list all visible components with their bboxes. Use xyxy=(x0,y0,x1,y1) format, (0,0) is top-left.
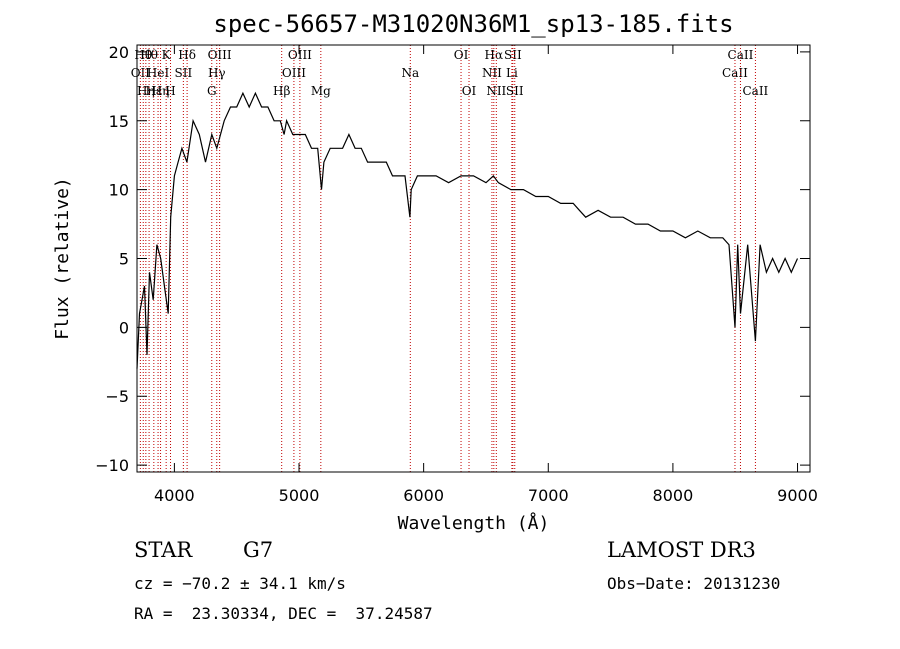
x-tick-label: 7000 xyxy=(528,486,569,505)
observation-date: Obs−Date: 20131230 xyxy=(607,574,781,593)
x-tick-label: 6000 xyxy=(403,486,444,505)
line-marker-label: OI xyxy=(462,84,477,98)
line-marker-label: CaII xyxy=(722,66,748,80)
line-marker-label: G xyxy=(207,84,217,98)
line-marker-label: Hη xyxy=(152,84,170,98)
line-marker-label: Mg xyxy=(311,84,331,98)
x-tick-label: 9000 xyxy=(777,486,818,505)
y-tick-label: 15 xyxy=(109,112,129,131)
y-tick-label: 5 xyxy=(119,250,129,269)
line-marker-label: SII xyxy=(506,84,524,98)
line-marker-label: CaII xyxy=(742,84,768,98)
plot-frame xyxy=(136,44,811,473)
line-marker-label: NII xyxy=(486,84,506,98)
y-tick-label: 10 xyxy=(109,181,129,200)
x-axis-label: Wavelength (Å) xyxy=(398,512,550,534)
line-marker-label: Na xyxy=(401,66,419,80)
line-marker-label: OIII xyxy=(282,66,306,80)
line-marker-label: K xyxy=(162,48,172,62)
coordinates: RA = 23.30334, DEC = 37.24587 xyxy=(134,604,433,623)
line-marker-label: Hη xyxy=(137,84,155,98)
y-tick-label: −10 xyxy=(95,456,129,475)
line-marker-label: OIII xyxy=(288,48,312,62)
survey-name: LAMOST DR3 xyxy=(607,538,756,562)
y-tick-label: 0 xyxy=(119,318,129,337)
line-marker-label: Hθ xyxy=(140,48,158,62)
y-tick-label: −5 xyxy=(105,387,129,406)
line-marker-label: Hβ xyxy=(273,84,290,98)
object-subclass: G7 xyxy=(243,538,274,562)
line-marker-label: HeI xyxy=(147,66,170,80)
line-marker-label: OIII xyxy=(208,48,232,62)
object-class: STAR xyxy=(134,538,193,562)
line-marker-label: H xyxy=(165,84,175,98)
line-marker-label: Hδ xyxy=(178,48,196,62)
line-marker-label: OI xyxy=(454,48,469,62)
chart-title: spec-56657-M31020N36M1_sp13-185.fits xyxy=(213,10,733,38)
y-tick-label: 20 xyxy=(109,43,129,62)
line-marker-label: Hγ xyxy=(208,66,226,80)
line-marker-label: SII xyxy=(504,48,522,62)
line-marker-label: CaII xyxy=(728,48,754,62)
x-tick-label: 5000 xyxy=(279,486,320,505)
x-tick-label: 8000 xyxy=(653,486,694,505)
line-marker-label: SII xyxy=(175,66,193,80)
line-marker-label: Li xyxy=(506,66,518,80)
flux-series xyxy=(136,91,799,369)
x-tick-label: 4000 xyxy=(154,486,195,505)
line-marker-label: Hα xyxy=(485,48,504,62)
redshift-cz: cz = −70.2 ± 34.1 km/s xyxy=(134,574,346,593)
line-marker-label: NII xyxy=(482,66,502,80)
y-axis-label: Flux (relative) xyxy=(52,177,73,340)
